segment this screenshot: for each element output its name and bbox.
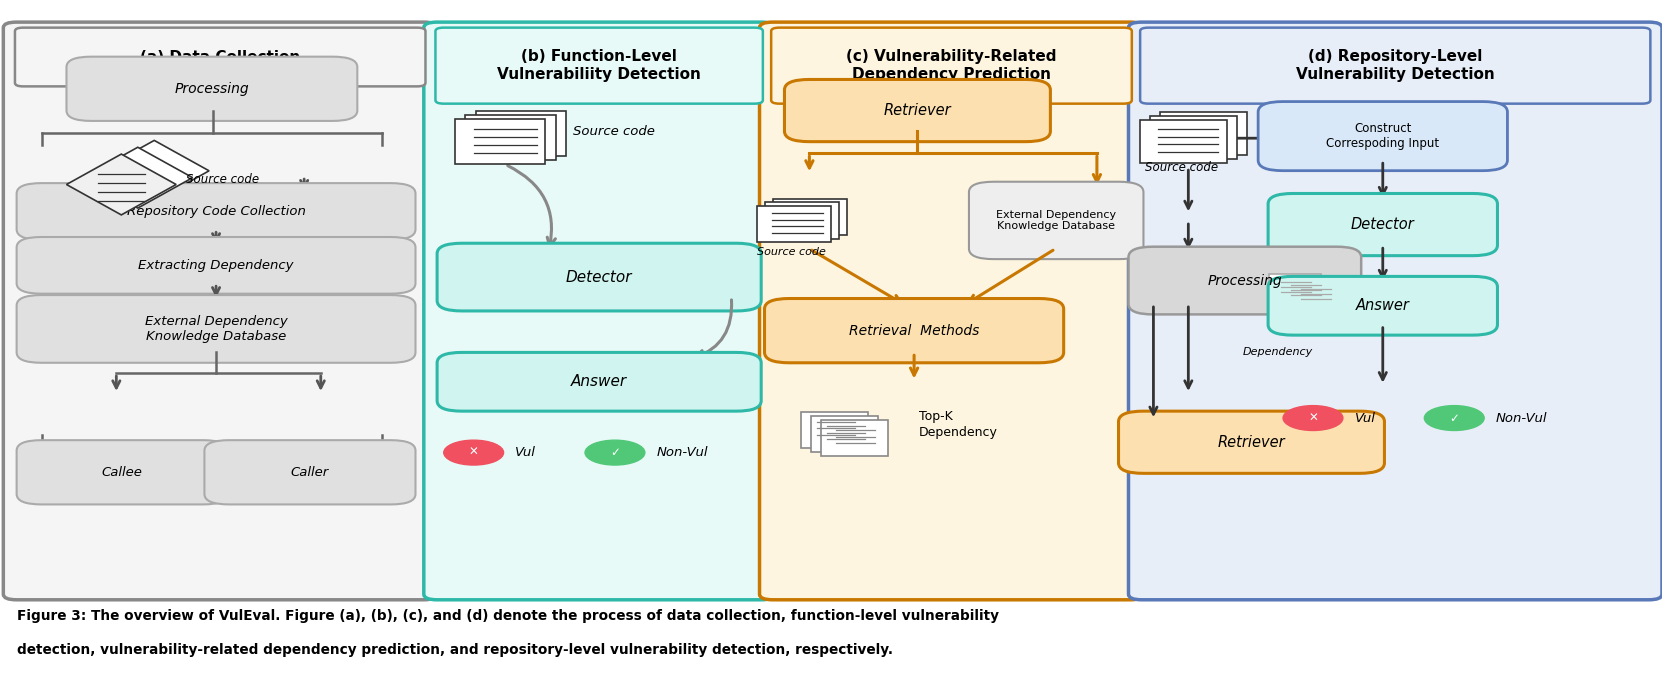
Circle shape <box>585 440 645 465</box>
FancyBboxPatch shape <box>765 299 1064 363</box>
Text: Answer: Answer <box>1356 299 1409 313</box>
FancyBboxPatch shape <box>465 115 555 160</box>
Text: Source code: Source code <box>756 247 826 257</box>
FancyBboxPatch shape <box>1258 102 1507 171</box>
Text: ✓: ✓ <box>610 446 620 459</box>
FancyBboxPatch shape <box>3 22 437 600</box>
FancyBboxPatch shape <box>424 22 774 600</box>
Text: Top-K
Dependency: Top-K Dependency <box>919 410 997 439</box>
Text: (d) Repository-Level
Vulnerability Detection: (d) Repository-Level Vulnerability Detec… <box>1296 50 1494 82</box>
Text: Extracting Dependency: Extracting Dependency <box>138 259 294 272</box>
FancyBboxPatch shape <box>17 183 416 240</box>
FancyBboxPatch shape <box>756 206 831 243</box>
Text: ✕: ✕ <box>1308 412 1318 424</box>
Text: Source code: Source code <box>186 173 259 186</box>
FancyBboxPatch shape <box>1140 28 1650 104</box>
Text: Callee: Callee <box>101 466 143 479</box>
FancyBboxPatch shape <box>1280 278 1331 305</box>
FancyBboxPatch shape <box>204 440 416 504</box>
Text: Caller: Caller <box>291 466 329 479</box>
FancyBboxPatch shape <box>969 182 1143 259</box>
Text: Source code: Source code <box>573 125 655 138</box>
Text: Construct
Correspoding Input: Construct Correspoding Input <box>1326 122 1439 150</box>
FancyBboxPatch shape <box>773 199 848 236</box>
FancyBboxPatch shape <box>765 202 839 239</box>
FancyBboxPatch shape <box>437 352 761 411</box>
Text: ✓: ✓ <box>1449 412 1459 424</box>
Text: Non-Vul: Non-Vul <box>1496 412 1547 424</box>
FancyBboxPatch shape <box>1268 276 1497 335</box>
Text: External Dependency
Knowledge Database: External Dependency Knowledge Database <box>145 315 288 343</box>
FancyBboxPatch shape <box>17 440 228 504</box>
Text: Retriever: Retriever <box>1218 435 1285 450</box>
Text: (c) Vulnerability-Related
Dependency Prediction: (c) Vulnerability-Related Dependency Pre… <box>846 50 1057 82</box>
Polygon shape <box>83 147 193 208</box>
FancyBboxPatch shape <box>1140 120 1227 163</box>
Circle shape <box>1424 406 1484 430</box>
Text: Answer: Answer <box>572 375 627 389</box>
FancyBboxPatch shape <box>17 237 416 294</box>
Text: Figure 3: The overview of VulEval. Figure (a), (b), (c), and (d) denote the proc: Figure 3: The overview of VulEval. Figur… <box>17 609 999 623</box>
FancyBboxPatch shape <box>1119 411 1384 473</box>
FancyBboxPatch shape <box>801 412 868 448</box>
FancyBboxPatch shape <box>1160 112 1246 155</box>
Circle shape <box>444 440 504 465</box>
Text: Processing: Processing <box>1208 274 1281 287</box>
FancyBboxPatch shape <box>66 57 357 121</box>
FancyBboxPatch shape <box>1290 281 1341 309</box>
FancyBboxPatch shape <box>1270 274 1321 302</box>
Text: Source code: Source code <box>1145 161 1218 173</box>
FancyBboxPatch shape <box>15 28 425 86</box>
Text: Vul: Vul <box>515 446 537 459</box>
FancyBboxPatch shape <box>17 295 416 363</box>
Circle shape <box>1283 406 1343 430</box>
Text: Repository Code Collection: Repository Code Collection <box>126 205 306 218</box>
FancyBboxPatch shape <box>1150 116 1237 159</box>
FancyBboxPatch shape <box>435 28 763 104</box>
FancyBboxPatch shape <box>437 243 761 311</box>
FancyBboxPatch shape <box>1128 247 1361 314</box>
Text: Processing: Processing <box>175 82 249 96</box>
Text: Detector: Detector <box>1351 217 1414 232</box>
Text: detection, vulnerability-related dependency prediction, and repository-level vul: detection, vulnerability-related depende… <box>17 643 892 656</box>
FancyBboxPatch shape <box>1128 22 1662 600</box>
Text: Detector: Detector <box>565 269 633 285</box>
Text: Non-Vul: Non-Vul <box>656 446 708 459</box>
FancyBboxPatch shape <box>771 28 1132 104</box>
Text: Vul: Vul <box>1355 412 1376 424</box>
FancyBboxPatch shape <box>784 79 1050 142</box>
Text: External Dependency
Knowledge Database: External Dependency Knowledge Database <box>996 209 1117 231</box>
Text: Dependency: Dependency <box>1243 348 1313 357</box>
Text: Retrieval  Methods: Retrieval Methods <box>849 323 979 338</box>
FancyBboxPatch shape <box>821 420 888 456</box>
Polygon shape <box>66 154 176 215</box>
FancyBboxPatch shape <box>1268 193 1497 256</box>
FancyBboxPatch shape <box>455 120 545 164</box>
Text: Retriever: Retriever <box>884 103 951 118</box>
Text: ✕: ✕ <box>469 446 479 459</box>
FancyBboxPatch shape <box>475 111 567 155</box>
Text: (b) Function-Level
Vulnerabiliity Detection: (b) Function-Level Vulnerabiliity Detect… <box>497 50 701 82</box>
Text: (a) Data Collection: (a) Data Collection <box>140 50 301 64</box>
FancyBboxPatch shape <box>811 416 878 452</box>
Polygon shape <box>100 140 209 201</box>
FancyBboxPatch shape <box>760 22 1143 600</box>
